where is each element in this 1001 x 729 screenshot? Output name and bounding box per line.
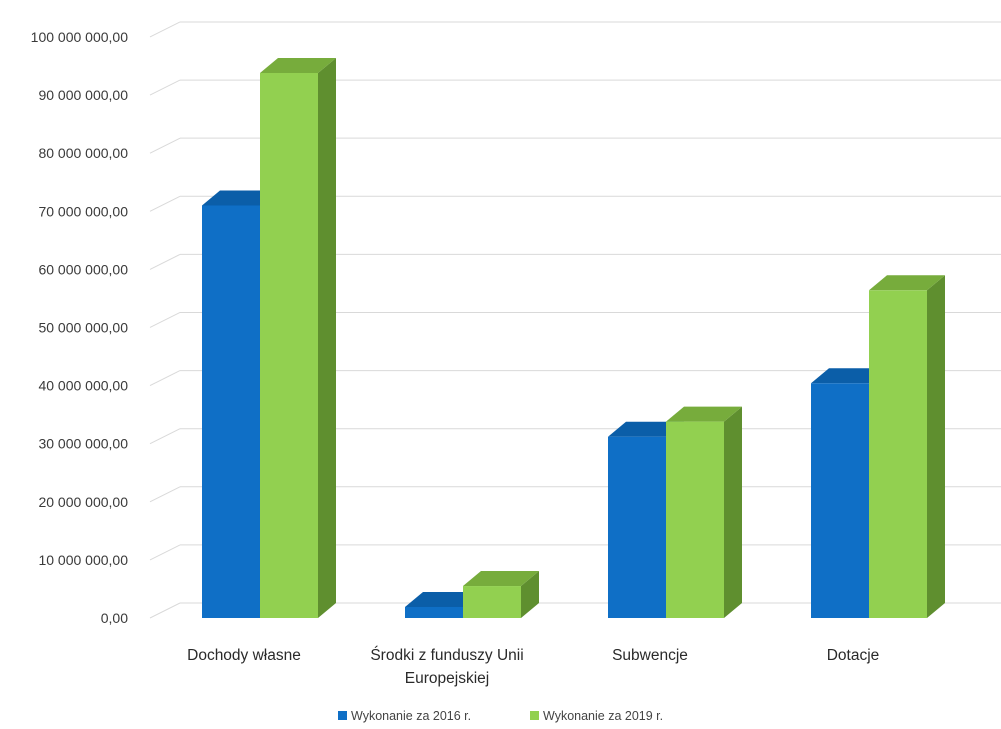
bars (202, 58, 945, 619)
x-axis-category-labels: Dochody własne Środki z funduszy Unii Euro… (187, 646, 879, 687)
bar-top (202, 190, 278, 206)
bar-top (811, 368, 887, 384)
gridline-depth (149, 544, 181, 561)
y-tick-label: 50 000 000,00 (38, 319, 128, 335)
gridline-depth (149, 79, 181, 96)
bar-top (666, 406, 742, 422)
bar-front (666, 421, 724, 618)
y-tick-label: 10 000 000,00 (38, 552, 128, 568)
gridline-depth (149, 253, 181, 270)
legend: Wykonanie za 2016 r. Wykonanie za 2019 r. (338, 709, 663, 723)
y-tick-label: 40 000 000,00 (38, 378, 128, 394)
gridline-depth (149, 428, 181, 445)
legend-label: Wykonanie za 2016 r. (351, 709, 471, 723)
bar-top (608, 421, 684, 437)
gridline-depth (149, 195, 181, 212)
gridline-depth (149, 486, 181, 503)
bar-top (869, 275, 945, 291)
bar-side (724, 406, 742, 618)
bar-side (927, 275, 945, 618)
bar-front (608, 436, 666, 618)
bar-front (811, 383, 869, 618)
x-category-label: Środki z funduszy Unii (370, 646, 523, 664)
y-tick-label: 20 000 000,00 (38, 494, 128, 510)
gridline-depth (149, 21, 181, 38)
x-category-label: Europejskiej (405, 670, 489, 687)
y-tick-label: 60 000 000,00 (38, 261, 128, 277)
gridline-depth (149, 370, 181, 387)
bar-front (463, 586, 521, 618)
bar-side (318, 58, 336, 618)
bar-front (869, 290, 927, 618)
y-tick-label: 0,00 (101, 610, 128, 626)
bar (666, 406, 742, 618)
gridline-depth (149, 137, 181, 154)
bar (869, 275, 945, 618)
legend-swatch (338, 711, 347, 720)
bar-top (463, 571, 539, 587)
bar-top (260, 58, 336, 73)
bar-front (405, 606, 463, 618)
x-category-label: Dochody własne (187, 647, 301, 664)
gridline-depth (149, 602, 181, 619)
y-tick-label: 30 000 000,00 (38, 436, 128, 452)
x-category-label: Dotacje (827, 647, 880, 664)
y-tick-label: 80 000 000,00 (38, 145, 128, 161)
bar-front (260, 73, 318, 618)
bar-top (405, 591, 481, 607)
y-tick-label: 100 000 000,00 (31, 29, 129, 45)
gridline-depth (149, 312, 181, 328)
bar-front (202, 205, 260, 619)
bar-side (521, 571, 539, 618)
bar (260, 58, 336, 618)
x-category-label: Subwencje (612, 647, 688, 664)
legend-label: Wykonanie za 2019 r. (543, 709, 663, 723)
y-tick-label: 70 000 000,00 (38, 203, 128, 219)
legend-swatch (530, 711, 539, 720)
y-axis-tick-labels: 0,00 10 000 000,00 20 000 000,00 30 000 000… (31, 29, 129, 626)
y-tick-label: 90 000 000,00 (38, 87, 128, 103)
bar (463, 571, 539, 618)
